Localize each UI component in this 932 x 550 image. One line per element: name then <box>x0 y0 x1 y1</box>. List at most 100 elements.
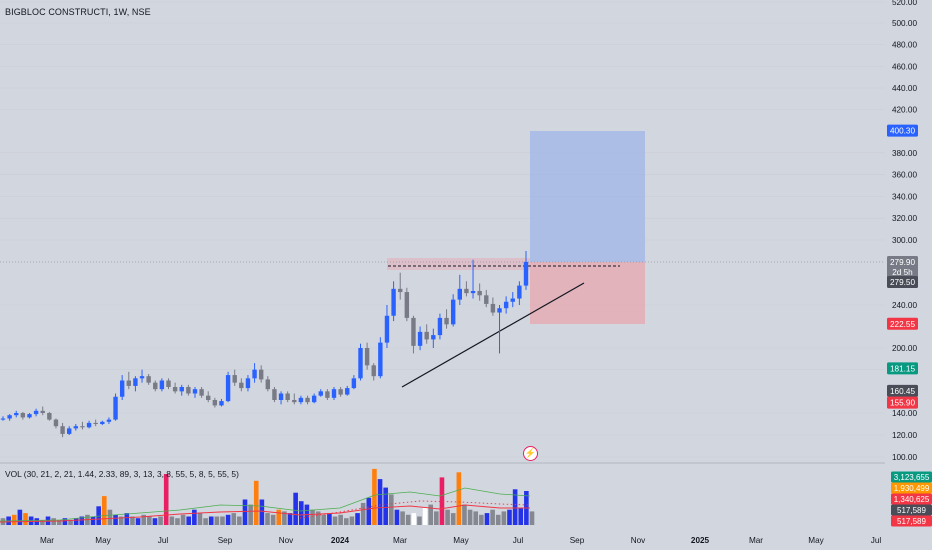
candle <box>47 411 52 421</box>
candle-body <box>398 288 403 293</box>
candle <box>404 287 410 322</box>
volume-bar <box>360 502 366 525</box>
volume-bar <box>259 499 265 525</box>
time-tick: Nov <box>279 536 294 545</box>
candle-body <box>186 387 191 394</box>
volume-bar <box>107 509 113 525</box>
lightning-icon[interactable]: ⚡ <box>523 446 538 461</box>
candle <box>457 274 462 305</box>
candle-body <box>411 317 416 346</box>
candle <box>153 380 158 392</box>
candle-body <box>139 376 145 379</box>
time-axis[interactable]: Mar May Jul Sep Nov 2024 Mar May Jul Sep Nov 2025 Ma… <box>40 536 881 545</box>
candle-body <box>523 261 529 286</box>
volume-bar <box>321 514 327 525</box>
volume-bar <box>62 518 68 525</box>
candle <box>311 393 317 404</box>
price-badge-text: 279.90 <box>890 258 915 267</box>
candle-body <box>278 393 284 400</box>
stop-zone[interactable] <box>530 262 645 324</box>
candle-body <box>126 380 131 386</box>
volume-bar <box>152 518 158 525</box>
candle-body <box>80 426 85 428</box>
price-badge-text: 400.30 <box>890 127 915 136</box>
candle-body <box>371 365 376 377</box>
volume-bar <box>293 492 298 525</box>
candle <box>67 426 72 435</box>
volume-bar <box>265 513 270 525</box>
candle <box>444 309 449 329</box>
price-tick: 460.00 <box>892 62 917 71</box>
volume-bar <box>372 468 377 525</box>
price-tick: 200.00 <box>892 344 917 353</box>
volume-bar <box>355 513 360 525</box>
price-badge-text: 279.50 <box>890 278 915 287</box>
candle <box>206 391 211 403</box>
volume-bar <box>383 487 388 525</box>
candle <box>325 389 330 400</box>
candle-body <box>292 400 297 403</box>
target-zone[interactable] <box>530 131 645 262</box>
volume-bar <box>169 516 175 525</box>
candle-body <box>73 426 79 429</box>
price-tick: 380.00 <box>892 149 917 158</box>
candle <box>119 375 125 400</box>
candle-body <box>153 382 158 390</box>
candle <box>510 292 515 308</box>
price-tick: 440.00 <box>892 84 917 93</box>
volume-bar <box>473 511 479 525</box>
candle <box>14 410 19 418</box>
volume-badge-bg <box>891 493 932 505</box>
price-tick: 480.00 <box>892 41 917 50</box>
volume-bar <box>56 519 62 525</box>
candle-body <box>338 389 343 395</box>
candle-body <box>265 379 271 390</box>
candle-body <box>146 376 151 383</box>
candle <box>225 371 231 403</box>
candle <box>86 420 92 429</box>
volume-bar <box>79 516 85 525</box>
volume-bar <box>124 513 130 525</box>
volume-ma-green <box>0 487 531 522</box>
candle-body <box>258 369 264 380</box>
time-tick: Mar <box>40 536 54 545</box>
volume-bar <box>434 511 439 525</box>
candle-body <box>404 292 410 318</box>
candle-body <box>503 301 509 309</box>
candle-body <box>60 426 65 434</box>
volume-badge: 517,589 <box>891 504 932 516</box>
candle-body <box>437 317 443 336</box>
candle <box>523 250 529 290</box>
time-tick: May <box>95 536 111 545</box>
candle <box>292 393 297 405</box>
volume-bar <box>467 509 473 525</box>
candle-body <box>245 378 251 389</box>
price-tick: 240.00 <box>892 301 917 310</box>
trend-line[interactable] <box>401 282 585 388</box>
candle <box>371 363 376 381</box>
candle <box>20 411 26 420</box>
price-badge-bg <box>887 317 918 330</box>
candle <box>0 416 6 421</box>
price-badge-text: 181.15 <box>890 364 915 373</box>
candle <box>338 387 343 397</box>
candle <box>391 281 396 322</box>
candle <box>40 406 45 416</box>
candle-body <box>490 303 496 313</box>
candle-body <box>159 380 165 390</box>
volume-indicator-label[interactable]: VOL (30, 21, 2, 21, 1.44, 2.33, 89, 3, 1… <box>5 469 239 479</box>
volume-bar <box>147 516 152 525</box>
candle-body <box>206 395 211 400</box>
price-badge-text: 155.90 <box>890 399 915 408</box>
candle-body <box>364 348 370 366</box>
volume-bar <box>40 519 45 525</box>
candle-body <box>166 380 171 387</box>
volume-bar <box>507 509 512 525</box>
position-tool[interactable] <box>387 131 645 324</box>
time-tick: 2025 <box>691 536 710 545</box>
candle <box>345 385 350 396</box>
candle <box>7 414 12 421</box>
candle-body <box>179 387 184 392</box>
time-tick: Jul <box>871 536 882 545</box>
